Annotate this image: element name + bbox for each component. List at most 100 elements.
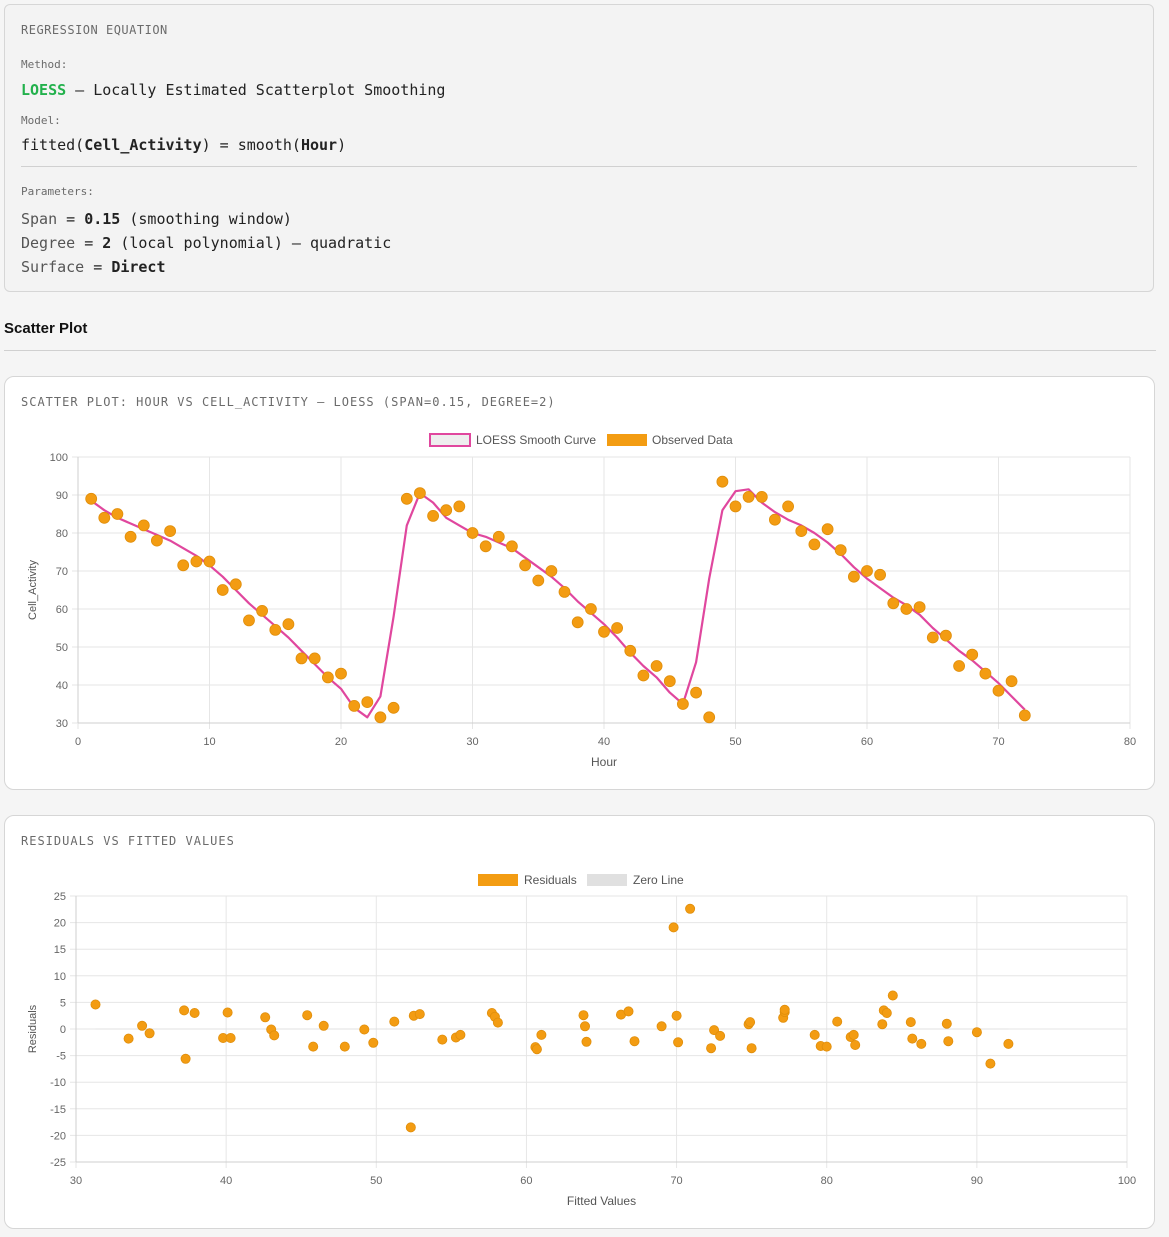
model-formula: fitted(Cell_Activity) = smooth(Hour) (21, 136, 346, 154)
data-point (111, 508, 124, 520)
data-point (348, 699, 361, 712)
data-point (742, 491, 755, 503)
data-point (861, 565, 873, 577)
legend-swatch (478, 874, 518, 886)
residual-point (339, 1041, 350, 1052)
loess-curve (90, 488, 1026, 719)
x-tick-label: 40 (220, 1175, 232, 1187)
data-point (440, 504, 453, 517)
data-point (940, 629, 952, 642)
method-line: LOESS — Locally Estimated Scatterplot Sm… (21, 81, 445, 99)
data-point (598, 625, 610, 638)
data-point (795, 525, 808, 538)
data-point (229, 578, 242, 591)
residual-point (809, 1029, 820, 1040)
residual-point (715, 1030, 726, 1041)
y-tick-label: 90 (56, 490, 68, 502)
residual-point (90, 999, 101, 1010)
x-tick-label: 40 (598, 736, 610, 748)
data-point (571, 616, 584, 629)
data-point (913, 601, 926, 614)
data-point (532, 574, 545, 587)
data-point (716, 475, 729, 488)
data-point (374, 711, 387, 724)
data-point (295, 652, 308, 665)
residual-point (580, 1021, 591, 1032)
data-point (492, 530, 505, 543)
data-point (926, 631, 939, 644)
residual-point (629, 1036, 640, 1047)
residual-point (225, 1032, 236, 1043)
param-desc: (smoothing window) (120, 210, 292, 228)
y-tick-label: 50 (56, 642, 68, 654)
data-point (124, 530, 137, 543)
residual-point (877, 1019, 888, 1030)
y-tick-label: -5 (56, 1051, 66, 1063)
model-prefix: fitted( (21, 136, 85, 154)
data-point (519, 559, 531, 572)
y-tick-label: -20 (50, 1130, 66, 1142)
model-response: Cell_Activity (84, 136, 202, 154)
data-point (1005, 675, 1018, 688)
x-tick-label: 90 (971, 1175, 983, 1187)
data-point (400, 492, 413, 505)
param-desc: (local polynomial) — quadratic (111, 234, 392, 252)
method-label: Method: (21, 58, 68, 71)
residual-point (779, 1004, 790, 1015)
data-point (729, 500, 742, 513)
data-point (427, 509, 440, 522)
data-point (979, 667, 992, 680)
residual-point (821, 1041, 832, 1052)
x-axis-label: Hour (591, 755, 617, 769)
residual-point (123, 1033, 134, 1044)
x-tick-label: 50 (370, 1175, 382, 1187)
equation-header: REGRESSION EQUATION (21, 23, 168, 37)
data-point (335, 667, 347, 680)
residual-point (656, 1021, 667, 1032)
x-tick-label: 100 (1118, 1175, 1136, 1187)
residual-point (137, 1020, 148, 1031)
residual-point (916, 1038, 927, 1049)
scatter-chart-title: SCATTER PLOT: HOUR VS CELL_ACTIVITY — LO… (21, 395, 556, 409)
section-divider (4, 350, 1156, 351)
data-point (821, 523, 834, 536)
residual-point (180, 1053, 191, 1064)
data-point (690, 686, 702, 699)
data-point (611, 622, 623, 634)
data-point (85, 492, 98, 505)
x-tick-label: 80 (821, 1175, 833, 1187)
data-point (650, 660, 663, 672)
param-eq: = (57, 210, 85, 228)
model-label: Model: (21, 114, 61, 127)
data-point (453, 500, 466, 513)
data-point (413, 487, 426, 499)
data-point (150, 534, 163, 547)
residual-point (832, 1016, 843, 1027)
residual-point (581, 1036, 592, 1047)
residual-point (260, 1012, 271, 1023)
y-tick-label: -10 (50, 1077, 66, 1089)
data-point (545, 565, 558, 577)
param-value: 2 (102, 234, 112, 252)
residual-point (578, 1010, 589, 1021)
data-point (953, 660, 965, 672)
residual-point (850, 1039, 861, 1050)
x-tick-label: 30 (466, 736, 478, 748)
section-title: Scatter Plot (4, 320, 88, 337)
y-tick-label: 25 (54, 891, 66, 903)
parameters-label: Parameters: (21, 185, 94, 198)
y-tick-label: 0 (60, 1024, 66, 1036)
residuals-chart-svg: 30 40 50 60 70 80 90 100 -25 -20 -15 -10 -5 0 5 10 15 20 2… (27, 873, 1136, 1208)
x-tick-label: 10 (203, 736, 215, 748)
data-point (874, 568, 886, 581)
y-tick-label: 10 (54, 971, 66, 983)
data-point (308, 652, 321, 665)
residual-point (673, 1037, 684, 1048)
data-point (887, 597, 900, 610)
residual-point (887, 990, 898, 1001)
residual-point (1003, 1038, 1014, 1049)
data-point (677, 698, 689, 710)
equation-divider (21, 166, 1137, 167)
data-point (900, 603, 913, 615)
residuals-chart-title: RESIDUALS VS FITTED VALUES (21, 834, 235, 848)
